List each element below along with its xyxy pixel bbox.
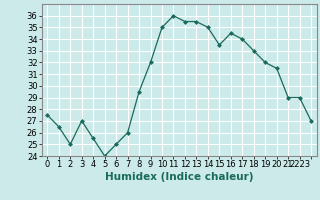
X-axis label: Humidex (Indice chaleur): Humidex (Indice chaleur): [105, 172, 253, 182]
